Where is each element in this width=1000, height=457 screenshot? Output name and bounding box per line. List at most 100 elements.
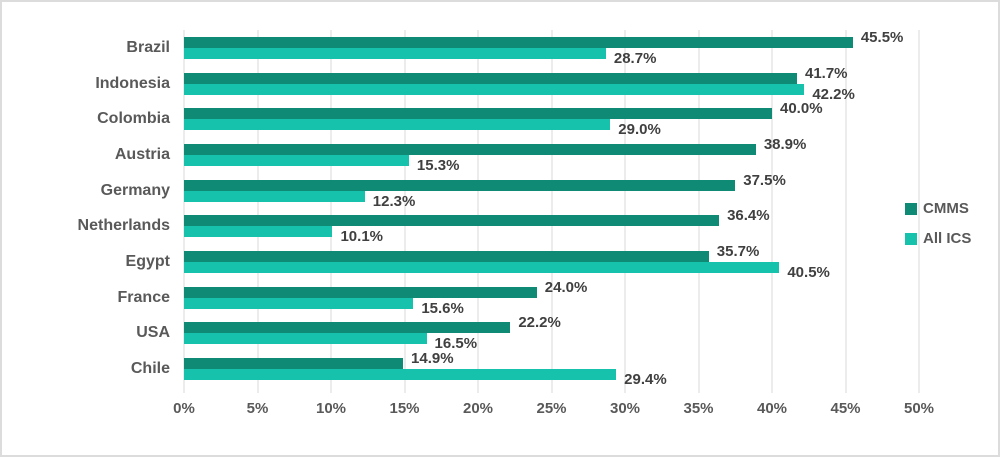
category-label: USA xyxy=(136,324,170,342)
value-label: 37.5% xyxy=(743,171,786,189)
gridline xyxy=(257,30,258,393)
bar-cmms xyxy=(184,215,720,227)
value-label: 41.7% xyxy=(804,64,848,82)
bar-cmms xyxy=(184,251,709,263)
chart-row: Germany 37.5% 12.3% xyxy=(2,173,919,209)
bar-cmms xyxy=(184,143,756,155)
value-label: 35.7% xyxy=(716,243,760,261)
x-axis-label: 40% xyxy=(756,400,788,417)
x-axis-label: 15% xyxy=(389,400,420,417)
bar-pair: 22.2% 16.5% xyxy=(184,315,919,351)
value-label: 28.7% xyxy=(613,49,657,67)
bar-all-ics xyxy=(184,190,365,202)
value-label: 29.0% xyxy=(618,121,661,139)
bar-all-ics xyxy=(184,119,611,131)
x-axis-label: 10% xyxy=(315,400,347,417)
x-axis-label: 0% xyxy=(173,400,195,417)
bar-pair: 45.5% 28.7% xyxy=(184,30,919,66)
bar-track: 29.4% xyxy=(184,369,919,387)
legend: CMMS All ICS xyxy=(905,200,971,247)
legend-item-cmms: CMMS xyxy=(905,200,971,217)
bar-pair: 37.5% 12.3% xyxy=(184,173,919,209)
bar-all-ics xyxy=(184,47,606,59)
chart-row: Netherlands 36.4% 10.1% xyxy=(2,208,919,244)
value-label: 45.5% xyxy=(860,28,904,46)
bar-all-ics xyxy=(184,226,333,238)
gridline xyxy=(183,30,185,393)
bar-track: 40.0% xyxy=(184,101,919,120)
value-label: 40.5% xyxy=(787,264,830,282)
value-label: 42.2% xyxy=(812,85,855,103)
category-label: Netherlands xyxy=(77,217,170,235)
bar-cmms xyxy=(184,179,736,191)
x-axis-label: 30% xyxy=(609,400,641,417)
bar-pair: 24.0% 15.6% xyxy=(184,280,919,316)
legend-item-all-ics: All ICS xyxy=(905,230,971,247)
chart-row: USA 22.2% 16.5% xyxy=(2,315,919,351)
cmms-swatch-icon xyxy=(905,202,917,215)
value-label: 15.3% xyxy=(416,156,460,174)
bar-all-ics xyxy=(184,333,427,345)
gridline xyxy=(404,30,405,393)
bar-track: 22.2% xyxy=(184,315,919,334)
value-label: 29.4% xyxy=(624,371,667,389)
bar-track: 40.5% xyxy=(184,262,919,280)
bar-track: 28.7% xyxy=(184,47,919,66)
bar-track: 35.7% xyxy=(184,244,919,263)
x-axis-label: 45% xyxy=(830,400,861,417)
x-axis-label: 20% xyxy=(462,400,494,417)
bar-track: 12.3% xyxy=(184,190,919,209)
bar-all-ics xyxy=(184,154,409,166)
bar-pair: 40.0% 29.0% xyxy=(184,101,919,137)
bar-cmms xyxy=(184,72,797,84)
gridline xyxy=(698,30,699,393)
chart-row: France 24.0% 15.6% xyxy=(2,280,919,316)
bar-cmms xyxy=(184,322,511,334)
chart-row: Chile 14.9% 29.4% xyxy=(2,351,919,387)
chart-rows: Brazil 45.5% 28.7% Indonesia 41.7% 42.2% Colom… xyxy=(2,30,919,387)
x-axis-label: 35% xyxy=(683,400,714,417)
gridline xyxy=(477,30,479,393)
legend-label-cmms: CMMS xyxy=(923,200,969,217)
category-label: Austria xyxy=(114,145,170,163)
bar-cmms xyxy=(184,36,853,48)
bar-all-ics xyxy=(184,297,414,309)
gridline xyxy=(624,30,626,393)
chart-row: Austria 38.9% 15.3% xyxy=(2,137,919,173)
gridline xyxy=(551,30,552,393)
value-label: 15.6% xyxy=(421,299,464,317)
category-label: France xyxy=(117,288,170,306)
gridlines xyxy=(183,30,920,393)
bar-track: 15.3% xyxy=(184,154,919,173)
bar-pair: 38.9% 15.3% xyxy=(184,137,919,173)
category-label: Brazil xyxy=(126,38,170,56)
value-label: 16.5% xyxy=(434,335,478,353)
chart-row: Indonesia 41.7% 42.2% xyxy=(2,66,919,102)
all-ics-swatch-icon xyxy=(905,232,917,245)
chart-row: Colombia 40.0% 29.0% xyxy=(2,101,919,137)
value-label: 22.2% xyxy=(518,314,561,332)
x-axis-label: 5% xyxy=(246,400,269,417)
category-label: Colombia xyxy=(97,110,170,128)
bar-pair: 14.9% 29.4% xyxy=(184,351,919,387)
legend-label-all-ics: All ICS xyxy=(923,230,972,247)
bar-track: 24.0% xyxy=(184,280,919,298)
value-label: 24.0% xyxy=(544,278,588,296)
x-axis-label: 25% xyxy=(536,400,567,417)
bar-track: 41.7% xyxy=(184,66,919,84)
x-axis: 0% 5% 10% 15% 20% 25% 30% 35% 40% 45% 50% xyxy=(173,400,934,422)
bar-track: 38.9% xyxy=(184,137,919,155)
bar-track: 36.4% xyxy=(184,208,919,227)
bar-track: 42.2% xyxy=(184,83,919,102)
bar-cmms xyxy=(184,286,537,298)
value-label: 36.4% xyxy=(727,207,770,225)
value-label: 38.9% xyxy=(763,135,807,153)
value-label: 12.3% xyxy=(372,192,416,210)
chart-row: Egypt 35.7% 40.5% xyxy=(2,244,919,280)
gridline xyxy=(918,30,920,393)
gridline xyxy=(330,30,332,393)
bar-pair: 35.7% 40.5% xyxy=(184,244,919,280)
bar-track: 14.9% xyxy=(184,351,919,370)
bar-all-ics xyxy=(184,369,617,381)
